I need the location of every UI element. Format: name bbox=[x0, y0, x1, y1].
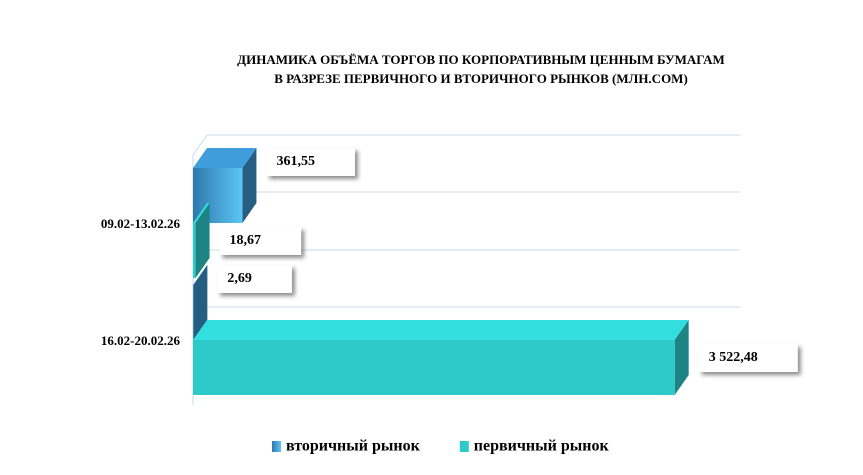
data-label: 2,69 bbox=[217, 265, 292, 293]
data-label-text: 3 522,48 bbox=[709, 350, 758, 365]
bar-top bbox=[193, 203, 210, 223]
bar bbox=[193, 223, 196, 278]
legend-label: вторичный рынок bbox=[286, 438, 421, 455]
y-tick-label: 09.02-13.02.26 bbox=[101, 216, 181, 231]
data-label-box bbox=[266, 148, 355, 176]
bar-top bbox=[193, 148, 257, 168]
data-label-text: 18,67 bbox=[230, 233, 261, 248]
data-label-box bbox=[219, 227, 302, 255]
bar bbox=[193, 340, 675, 395]
bar-top bbox=[193, 320, 689, 340]
bar-side bbox=[674, 320, 689, 395]
chart-title: ДИНАМИКА ОБЪЁМА ТОРГОВ ПО КОРПОРАТИВНЫМ … bbox=[237, 52, 725, 67]
bar-top bbox=[193, 265, 208, 285]
data-label-box bbox=[698, 344, 798, 372]
data-label-text: 2,69 bbox=[227, 271, 252, 286]
bar-side bbox=[193, 265, 208, 340]
data-label: 18,67 bbox=[219, 227, 302, 255]
data-label: 361,55 bbox=[266, 148, 355, 176]
bar-side bbox=[242, 148, 257, 223]
chart-title: В РАЗРЕЗЕ ПЕРВИЧНОГО И ВТОРИЧНОГО РЫНКОВ… bbox=[274, 71, 688, 86]
legend-marker bbox=[459, 441, 469, 452]
bar-side bbox=[195, 203, 210, 278]
legend-marker bbox=[272, 441, 281, 452]
data-label-text: 361,55 bbox=[276, 154, 315, 169]
data-label-box bbox=[217, 265, 292, 293]
legend-label: первичный рынок bbox=[474, 438, 610, 455]
data-label: 3 522,48 bbox=[698, 344, 798, 372]
y-tick-label: 16.02-20.02.26 bbox=[101, 333, 181, 348]
